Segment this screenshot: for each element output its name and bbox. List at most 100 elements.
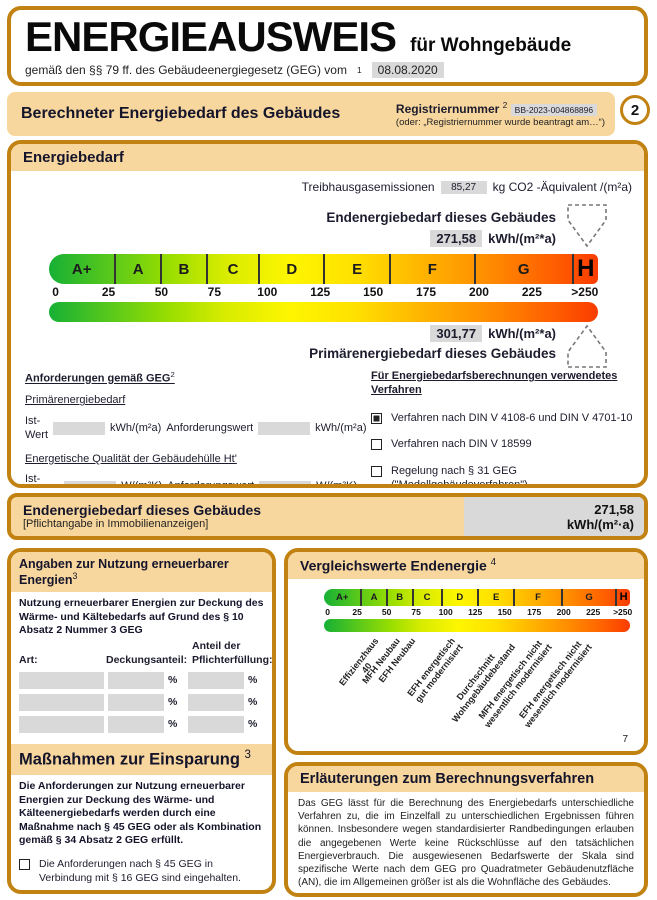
tick-125: 125 xyxy=(310,285,331,299)
verfahren-checkbox-3[interactable] xyxy=(371,466,382,477)
scale-class-f: F xyxy=(388,254,474,284)
scale-class-e: E xyxy=(323,254,388,284)
col-deckungsanteil: Deckungsanteil: xyxy=(106,653,188,666)
footnote-3: 3 xyxy=(72,571,78,581)
vergleichswerte-box: Vergleichswerte Endenergie 4 A+ A B C D … xyxy=(284,548,648,755)
verfahren-label-1: Verfahren nach DIN V 4108-6 und DIN V 47… xyxy=(391,411,633,424)
primary-energy-value-field: 301,77 xyxy=(430,325,483,342)
registration-label: Registriernummer xyxy=(395,101,500,116)
vtick-150: 150 xyxy=(497,606,512,617)
scale-class-c: C xyxy=(206,254,258,284)
law-text: gemäß den §§ 79 ff. des Gebäudeenergiege… xyxy=(25,63,347,77)
vtick-25: 25 xyxy=(352,606,362,617)
percent-sign: % xyxy=(168,696,178,709)
pflicht-unit: kWh/(m²·a) xyxy=(566,516,634,532)
vergleich-letter-bar: A+ A B C D E F G H xyxy=(324,588,630,606)
erneuerbar-intro: Nutzung erneuerbarer Energien zur Deckun… xyxy=(19,597,264,637)
unit-w: W/(m²K) xyxy=(121,480,163,488)
vscale-e: E xyxy=(476,588,513,606)
massnahmen-title: Maßnahmen zur Einsparung xyxy=(19,750,240,769)
massnahmen-intro: Die Anforderungen zur Nutzung erneuerbar… xyxy=(19,779,262,847)
ist-wert-input[interactable] xyxy=(53,422,106,436)
vtick-50: 50 xyxy=(381,606,392,617)
vscale-a: A xyxy=(360,588,385,606)
tick-25: 25 xyxy=(101,285,116,299)
anforderungswert-label: Anforderungswert xyxy=(167,480,255,488)
energiebedarf-box: Energiebedarf Treibhausgasemissionen 85,… xyxy=(7,140,648,488)
tick-175: 175 xyxy=(416,285,437,299)
scale-class-b: B xyxy=(159,254,206,284)
scale-class-a: A xyxy=(114,254,160,284)
footnote-2: 2 xyxy=(170,370,175,379)
energy-scale-gradient-bar xyxy=(49,302,598,322)
art-input-2[interactable] xyxy=(19,694,104,712)
pflichtangabe-band: Endenergiebedarf dieses Gebäudes [Pflich… xyxy=(7,493,648,540)
percent-sign: % xyxy=(248,674,258,687)
gebaeudehuelle-subhead: Energetische Qualität der Gebäudehülle H… xyxy=(25,452,237,465)
verfahren-option-2: Verfahren nach DIN V 18599 xyxy=(371,438,643,452)
anforderungswert-ht-input[interactable] xyxy=(259,480,312,484)
tick-225: 225 xyxy=(521,285,542,299)
verfahren-option-1: Verfahren nach DIN V 4108-6 und DIN V 47… xyxy=(371,412,643,426)
vscale-g: G xyxy=(560,588,615,606)
erneuerbar-row-3: % % xyxy=(19,716,264,734)
ist-wert-ht-input[interactable] xyxy=(64,480,117,484)
geg-date-field: 08.08.2020 xyxy=(371,62,444,78)
tick-100: 100 xyxy=(257,285,278,299)
vscale-d: D xyxy=(440,588,477,606)
vergleich-title: Vergleichswerte Endenergie xyxy=(300,557,487,574)
anteil-input-1[interactable] xyxy=(188,672,244,690)
deckung-input-1[interactable] xyxy=(108,672,164,690)
massnahmen-checkbox-1[interactable] xyxy=(19,859,30,871)
massnahmen-option-1: Die Anforderungen nach § 45 GEG in Verbi… xyxy=(19,858,264,885)
vtick-225: 225 xyxy=(586,606,601,617)
footnote-2: 2 xyxy=(502,99,508,110)
end-energy-label: Endenergiebedarf dieses Gebäudes xyxy=(326,210,556,225)
verfahren-option-3: Regelung nach § 31 GEG ("Modellgebäudeve… xyxy=(371,465,643,484)
tick-50: 50 xyxy=(154,285,169,299)
erneuerbar-row-1: % % xyxy=(19,672,264,690)
primaerenergiebedarf-subhead: Primärenergiebedarf xyxy=(25,394,126,407)
verfahren-checkbox-2[interactable] xyxy=(371,439,382,451)
anforderungen-title: Anforderungen gemäß GEG xyxy=(25,372,171,385)
ghg-label: Treibhausgasemissionen xyxy=(301,180,435,194)
ist-wert-label: Ist-Wert xyxy=(25,473,41,486)
erlaeuterungen-title: Erläuterungen zum Berechnungsverfahren xyxy=(288,766,644,792)
anteil-input-2[interactable] xyxy=(188,694,244,712)
anteil-input-3[interactable] xyxy=(188,716,244,734)
document-title: ENERGIEAUSWEIS xyxy=(25,13,397,60)
deckung-input-3[interactable] xyxy=(108,716,164,734)
deckung-input-2[interactable] xyxy=(108,694,164,712)
law-reference-line: gemäß den §§ 79 ff. des Gebäudeenergiege… xyxy=(25,62,630,78)
verfahren-checkbox-1[interactable] xyxy=(371,412,382,424)
erneuerbar-row-2: % % xyxy=(19,694,264,712)
erneuerbar-title: Angaben zur Nutzung erneuerbarer Energie… xyxy=(19,557,229,588)
vtick-250plus: >250 xyxy=(613,606,633,617)
massnahmen-label-1: Die Anforderungen nach § 45 GEG in Verbi… xyxy=(39,858,241,884)
pflicht-value: 271,58 xyxy=(594,501,634,517)
percent-sign: % xyxy=(168,674,178,687)
vscale-a-plus: A+ xyxy=(335,591,349,603)
tick-0: 0 xyxy=(52,285,59,299)
unit-w: W/(m²K) xyxy=(316,480,357,488)
anforderungswert-input[interactable] xyxy=(258,422,311,436)
erneuerbar-column-headers: Art: Deckungsanteil: Anteil der Pflichte… xyxy=(19,640,272,667)
erneuerbar-massnahmen-box: Angaben zur Nutzung erneuerbarer Energie… xyxy=(7,548,276,894)
vscale-c: C xyxy=(411,588,441,606)
pflicht-title: Endenergiebedarf dieses Gebäudes xyxy=(23,502,262,518)
scale-class-h: H xyxy=(571,254,598,284)
art-input-3[interactable] xyxy=(19,716,104,734)
verfahren-label-2: Verfahren nach DIN V 18599 xyxy=(391,438,532,451)
art-input-1[interactable] xyxy=(19,672,104,690)
verfahren-title: Für Energiebedarfsberechnungen verwendet… xyxy=(371,370,618,396)
end-energy-unit: kWh/(m²*a) xyxy=(488,231,556,246)
footnote-1: 1 xyxy=(356,65,362,75)
scale-class-a-plus: A+ xyxy=(71,260,92,278)
end-energy-value-field: 271,58 xyxy=(430,230,483,247)
ghg-value-field: 85,27 xyxy=(440,180,487,194)
erlaeuterungen-text: Das GEG lässt für die Berechnung des Ene… xyxy=(298,798,634,889)
unit-kwh: kWh/(m²a) xyxy=(110,422,162,435)
energiebedarf-title: Energiebedarf xyxy=(11,144,644,171)
page-number-badge: 2 xyxy=(620,95,650,125)
